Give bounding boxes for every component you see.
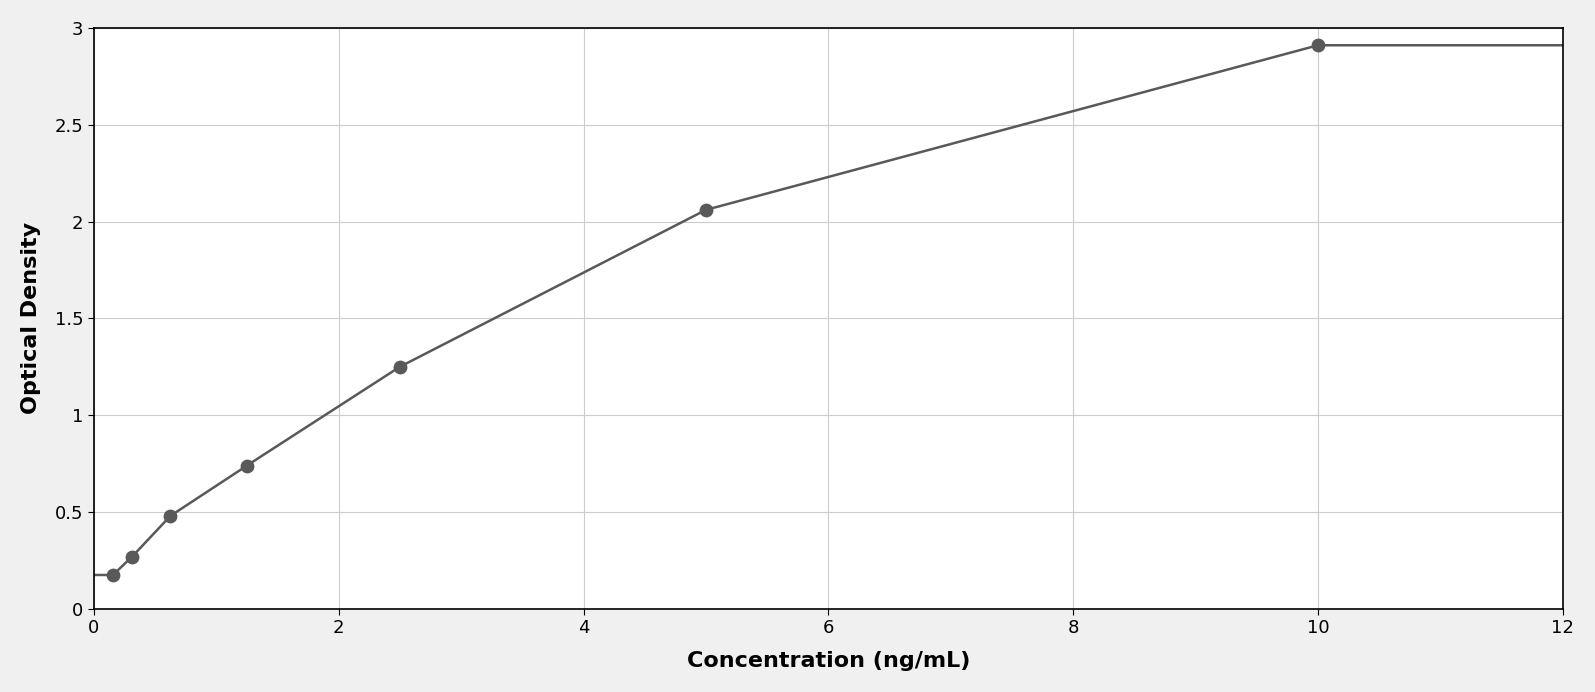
Y-axis label: Optical Density: Optical Density xyxy=(21,222,41,415)
Point xyxy=(158,511,183,522)
Point xyxy=(120,551,145,562)
X-axis label: Concentration (ng/mL): Concentration (ng/mL) xyxy=(686,651,970,671)
Point xyxy=(388,361,413,372)
Point xyxy=(694,204,719,215)
Point xyxy=(234,460,260,471)
Point xyxy=(1305,39,1330,51)
Point xyxy=(100,570,126,581)
